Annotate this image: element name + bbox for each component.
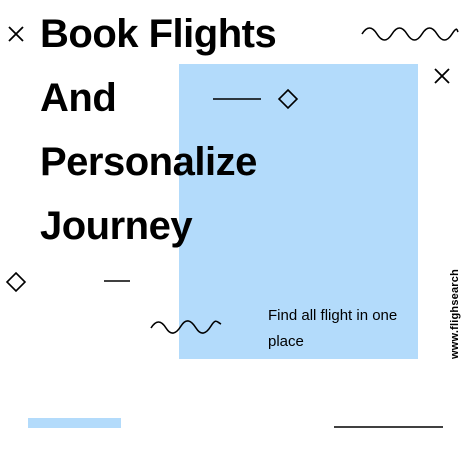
diamond-icon	[5, 271, 27, 293]
headline-line: Personalize	[40, 140, 257, 184]
headline-line: Journey	[40, 204, 193, 248]
dash-line	[213, 98, 261, 100]
close-icon	[434, 68, 450, 84]
headline-line: Book Flights	[40, 12, 277, 56]
subtitle: Find all flight in one place	[268, 307, 398, 350]
wave-icon	[361, 27, 459, 41]
website-label: www.flighsearch	[449, 268, 461, 360]
dash-line	[334, 426, 443, 428]
dash-line	[104, 280, 130, 282]
close-icon	[8, 26, 24, 42]
diamond-icon	[277, 88, 299, 110]
headline-line: And	[40, 76, 117, 120]
headline: Book Flights And Personalize Journey	[40, 2, 277, 258]
accent-bar	[28, 418, 121, 428]
wave-icon	[150, 320, 222, 334]
accent-panel	[179, 64, 418, 359]
